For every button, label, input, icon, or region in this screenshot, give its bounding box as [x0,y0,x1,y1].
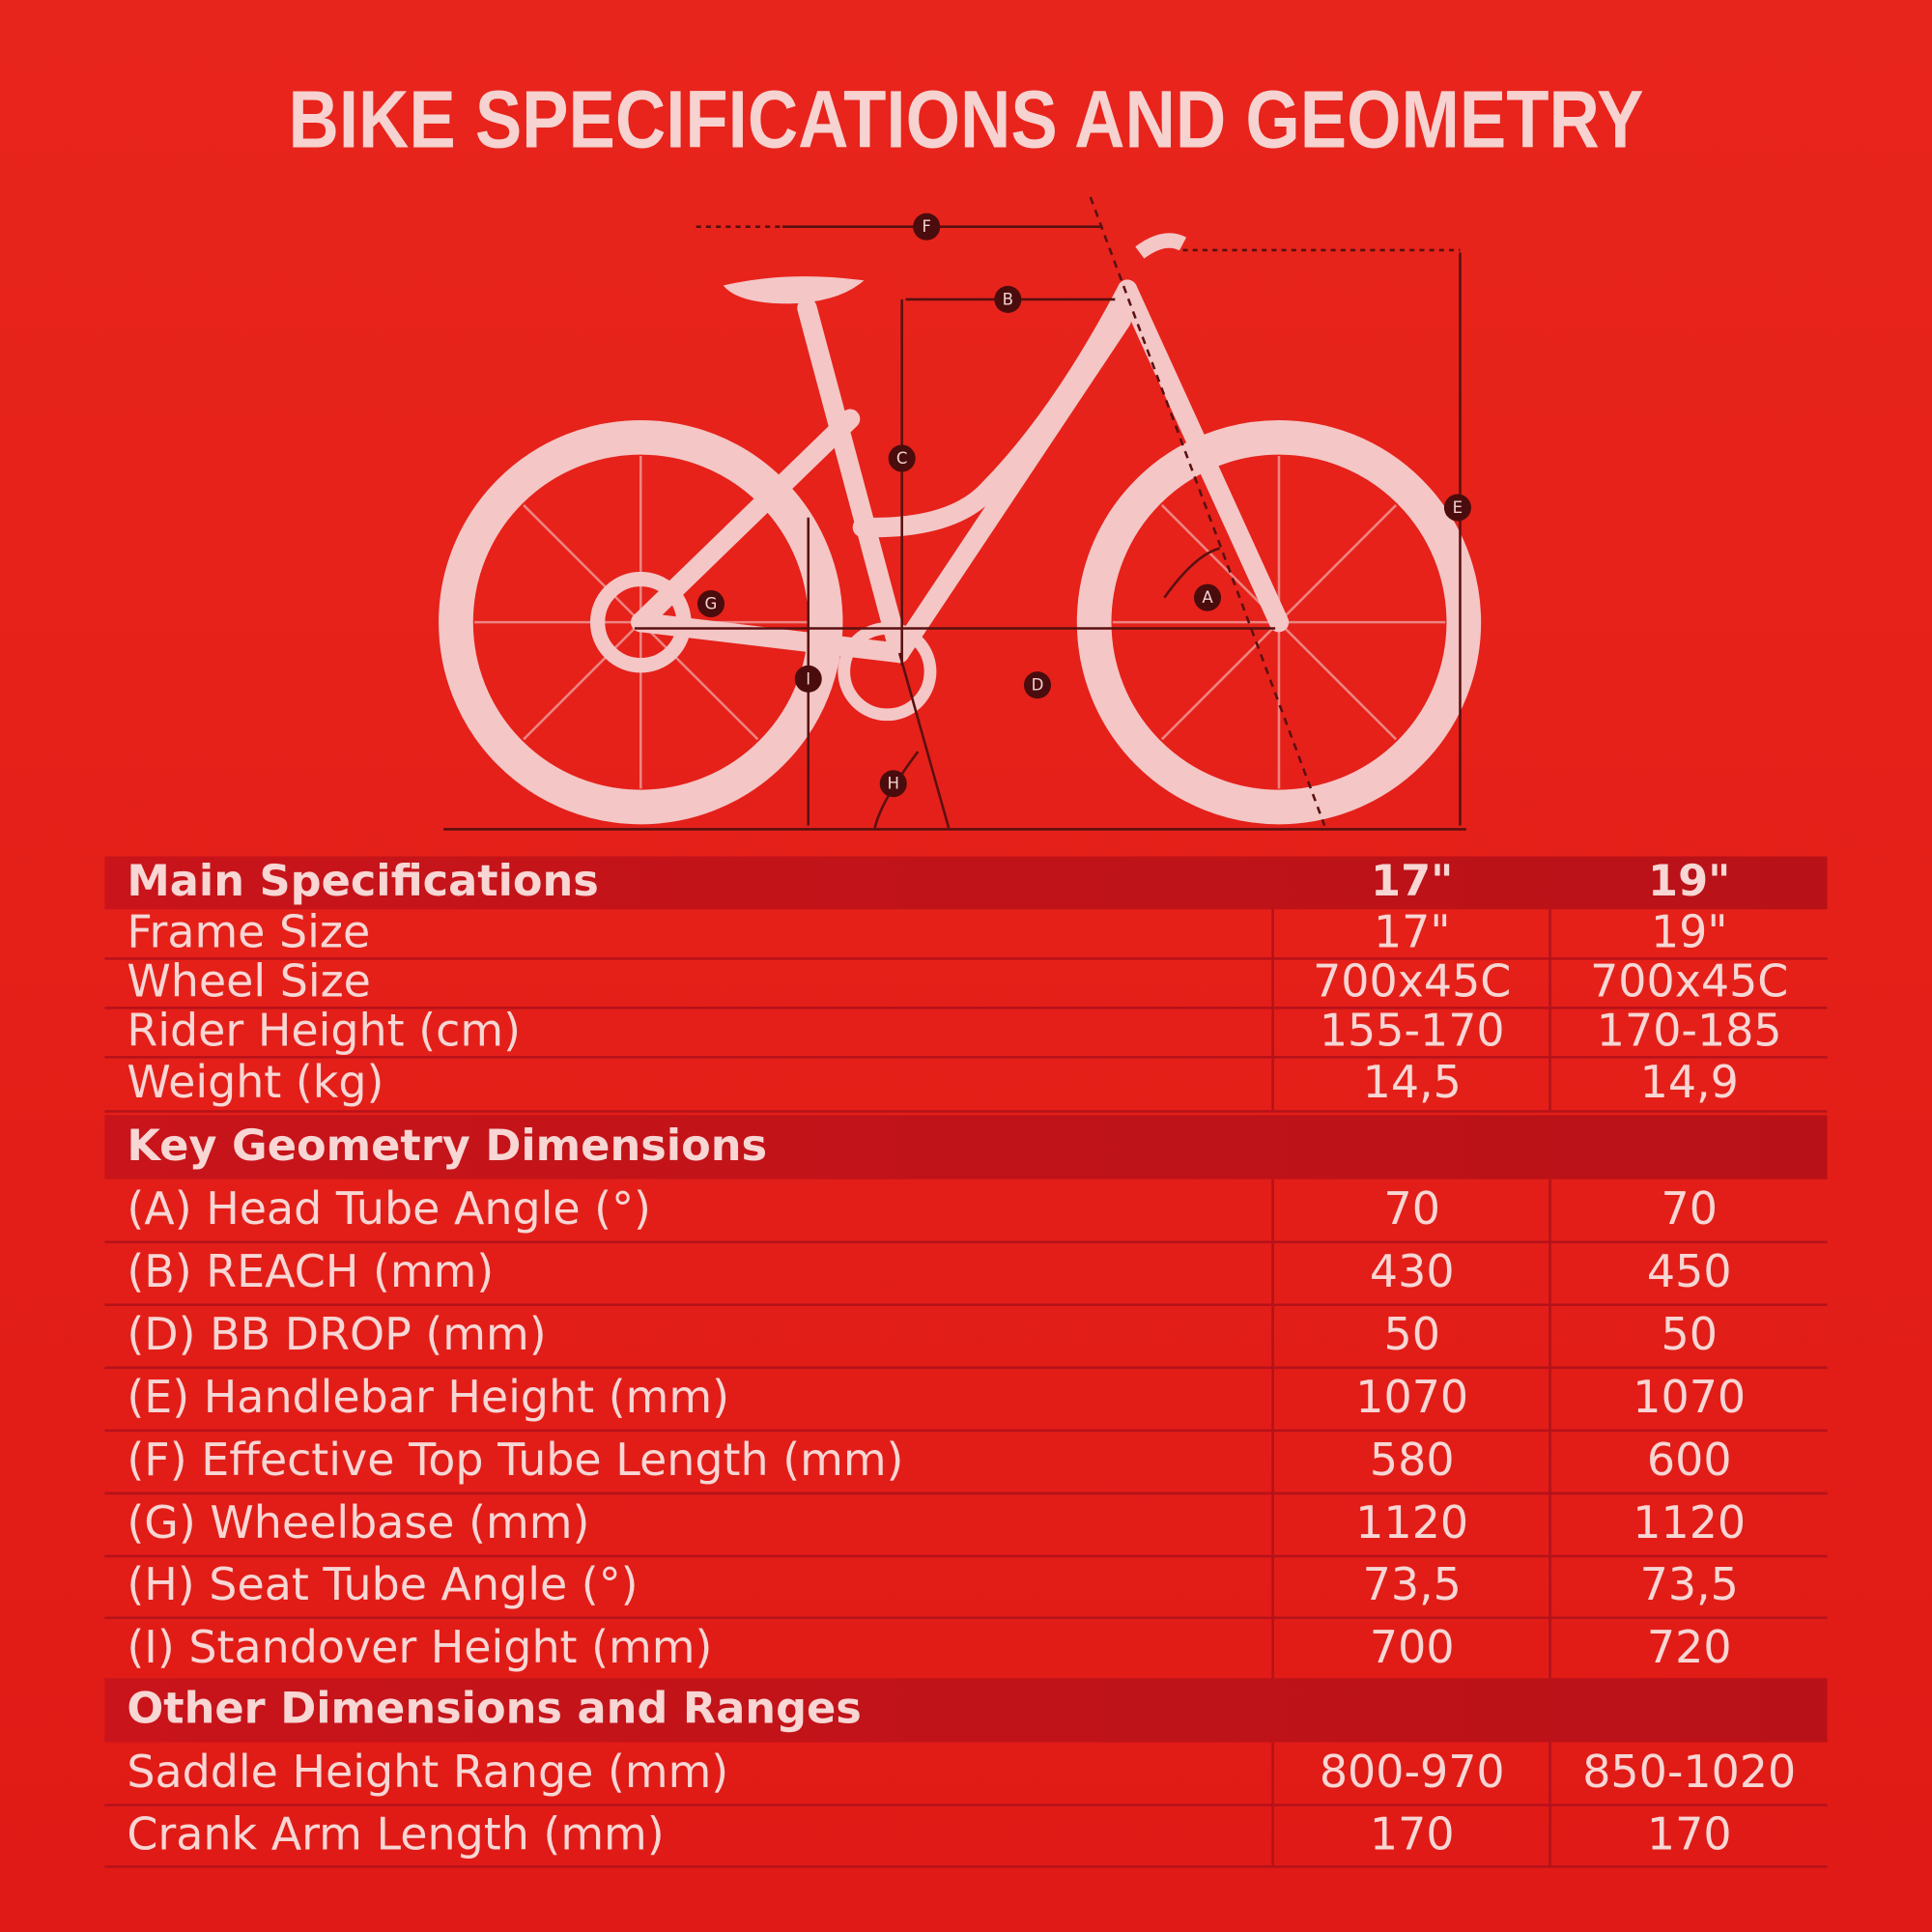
label-badge [1023,671,1052,699]
cell-value: 1070 [1355,1371,1468,1423]
cell-value: 14,5 [1363,1056,1462,1108]
label-letter: F [922,217,931,236]
cell-value: 70 [1384,1182,1440,1235]
column-header: 19" [1648,856,1730,906]
row-label: (G) Wheelbase (mm) [127,1496,589,1548]
label-letter: D [1032,676,1044,695]
label-letter: C [896,449,908,468]
section-header-band [104,1115,1828,1179]
label-badge [1443,494,1471,522]
label-badge [913,213,941,241]
row-label: Saddle Height Range (mm) [127,1746,728,1798]
cell-value: 1070 [1633,1371,1746,1423]
cell-value: 700x45C [1313,955,1511,1008]
cell-value: 155-170 [1320,1005,1505,1057]
dimension-lines [443,196,1466,831]
cell-value: 170-185 [1597,1005,1782,1057]
column-header: 17" [1371,856,1453,906]
label-badge [794,665,822,693]
cell-value: 800-970 [1320,1746,1505,1798]
row-label: (D) BB DROP (mm) [127,1308,546,1360]
row-label: (A) Head Tube Angle (°) [127,1182,651,1235]
cell-value: 73,5 [1640,1558,1739,1610]
cell-value: 73,5 [1363,1558,1462,1610]
cell-value: 170 [1370,1807,1455,1860]
row-label: (B) REACH (mm) [127,1245,494,1297]
row-label: Frame Size [127,906,370,958]
section-header: Main Specifications [127,856,598,906]
label-badge [1193,583,1222,611]
cell-value: 70 [1662,1182,1718,1235]
label-badge [696,589,724,618]
cell-value: 600 [1647,1434,1732,1486]
row-label: Weight (kg) [127,1056,384,1108]
cell-value: 430 [1370,1245,1455,1297]
dimension-labels: F B C E A G I D H [696,213,1471,798]
label-letter: A [1202,588,1213,607]
cell-value: 1120 [1633,1496,1746,1548]
cell-value: 19" [1651,906,1728,958]
label-badge [879,770,907,798]
cell-value: 170 [1647,1807,1732,1860]
section-header: Key Geometry Dimensions [127,1121,767,1171]
row-label: (H) Seat Tube Angle (°) [127,1558,638,1610]
cell-value: 17" [1374,906,1451,958]
label-letter: B [1003,290,1013,308]
section-header-band [104,1678,1828,1743]
cell-value: 700x45C [1590,955,1788,1008]
label-badge [994,285,1022,313]
row-label: (F) Effective Top Tube Length (mm) [127,1434,903,1486]
label-badge [888,444,916,472]
section-header: Other Dimensions and Ranges [127,1684,861,1734]
cell-value: 720 [1647,1621,1732,1673]
cell-value: 1120 [1355,1496,1468,1548]
row-label: (E) Handlebar Height (mm) [127,1371,729,1423]
row-label: Wheel Size [127,955,371,1008]
cell-value: 580 [1370,1434,1455,1486]
title: BIKE SPECIFICATIONS AND GEOMETRY [288,73,1643,164]
label-letter: H [888,775,899,793]
cell-value: 450 [1647,1245,1732,1297]
row-label: (I) Standover Height (mm) [127,1621,712,1673]
label-letter: G [705,595,718,613]
row-label: Crank Arm Length (mm) [127,1807,664,1860]
section-header-band [104,856,1828,910]
cell-value: 50 [1384,1308,1440,1360]
label-letter: I [806,669,810,688]
cell-value: 14,9 [1640,1056,1739,1108]
spec-table: Main Specifications 17" 19" Frame Size 17" 19… [104,856,1828,1868]
cell-value: 850-1020 [1582,1746,1796,1798]
cell-value: 50 [1662,1308,1718,1360]
label-letter: E [1453,498,1463,517]
row-label: Rider Height (cm) [127,1005,521,1057]
cell-value: 700 [1370,1621,1455,1673]
